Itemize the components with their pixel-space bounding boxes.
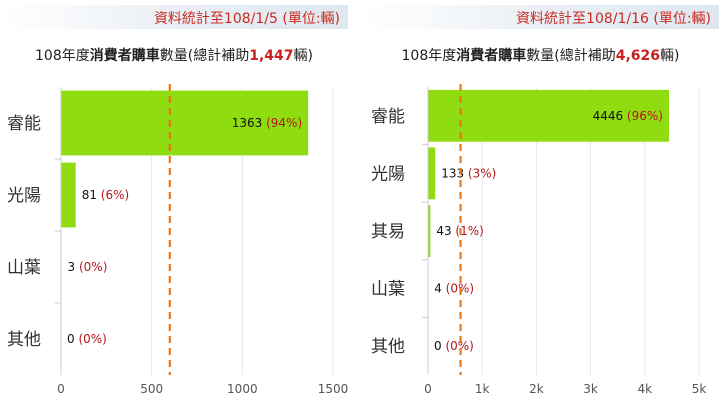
data-label: 81 (6%) (82, 188, 130, 202)
chart-panel-left: 資料統計至108/1/5 (單位:輛) 108年度消費者購車數量(總計補助1,4… (0, 0, 348, 410)
bar (61, 162, 76, 228)
bar (428, 205, 431, 257)
data-label: 0 (0%) (434, 339, 474, 353)
data-label-value: 0 (67, 332, 78, 346)
x-tick-label: 500 (140, 382, 163, 396)
title-total: 1,447 (249, 48, 294, 64)
category-label: 其他 (7, 330, 41, 350)
data-label: 4446 (96%) (593, 109, 663, 123)
data-label-percent: (94%) (266, 116, 302, 130)
data-label-percent: (0%) (79, 260, 107, 274)
bar-chart-left: 0 500 1000 1500 睿能 1363 (94%) 光陽 81 (6%) 山葉 3 (0%… (7, 84, 348, 396)
data-label: 1363 (94%) (232, 116, 302, 130)
chart-title: 108年度消費者購車數量(總計補助4,626輛) (362, 45, 719, 65)
title-prefix: 108年度 (35, 48, 90, 64)
bar-chart-right: 0 1k 2k 3k 4k 5k 睿能 4446 (96%) 光陽 133 (3%) 其易 43 (1… (371, 84, 707, 396)
data-label-percent: (0%) (445, 339, 473, 353)
x-tick-label: 4k (638, 382, 653, 396)
data-label: 43 (1%) (436, 224, 484, 238)
x-tick-label: 1k (475, 382, 490, 396)
data-label-value: 4446 (593, 109, 627, 123)
title-total: 4,626 (615, 48, 661, 64)
title-suffix: 輛) (660, 48, 680, 64)
data-label-percent: (3%) (468, 166, 496, 180)
date-banner: 資料統計至108/1/16 (單位:輛) (362, 5, 719, 29)
x-tick-label: 0 (57, 382, 65, 396)
data-label-value: 0 (434, 339, 445, 353)
title-mid: 數量(總計補助 (159, 48, 250, 64)
category-label: 睿能 (371, 107, 405, 127)
chart-panel-right: 資料統計至108/1/16 (單位:輛) 108年度消費者購車數量(總計補助4,… (362, 0, 719, 410)
title-prefix: 108年度 (401, 48, 457, 64)
data-label-percent: (6%) (101, 188, 129, 202)
data-label-value: 133 (441, 166, 468, 180)
category-label: 山葉 (7, 258, 41, 278)
category-label: 光陽 (7, 186, 41, 206)
category-label: 山葉 (371, 280, 405, 300)
data-label: 133 (3%) (441, 166, 496, 180)
bar (428, 147, 436, 200)
data-label-value: 4 (434, 282, 445, 296)
title-suffix: 輛) (293, 48, 313, 64)
data-label-value: 1363 (232, 116, 266, 130)
data-label-percent: (0%) (78, 332, 106, 346)
data-label-value: 43 (436, 224, 455, 238)
data-label-percent: (96%) (627, 109, 663, 123)
x-tick-label: 2k (529, 382, 544, 396)
x-tick-label: 3k (583, 382, 598, 396)
category-label: 睿能 (7, 114, 41, 134)
date-banner-text: 資料統計至108/1/16 (單位:輛) (516, 11, 711, 27)
data-label: 4 (0%) (434, 282, 474, 296)
bar (428, 89, 669, 142)
category-label: 其易 (371, 222, 405, 242)
category-label: 其他 (371, 337, 405, 357)
title-mid: 數量(總計補助 (526, 48, 616, 64)
x-tick-label: 5k (692, 382, 707, 396)
x-tick-label: 1500 (318, 382, 348, 396)
category-label: 光陽 (371, 164, 405, 184)
data-label: 3 (0%) (68, 260, 108, 274)
chart-title: 108年度消費者購車數量(總計補助1,447輛) (0, 45, 348, 65)
title-bold: 消費者購車 (456, 48, 527, 64)
x-tick-label: 0 (424, 382, 432, 396)
date-banner: 資料統計至108/1/5 (單位:輛) (0, 5, 348, 29)
x-tick-label: 1000 (227, 382, 258, 396)
data-label: 0 (0%) (67, 332, 107, 346)
data-label-value: 81 (82, 188, 101, 202)
data-label-value: 3 (68, 260, 79, 274)
data-label-percent: (1%) (455, 224, 483, 238)
bar (61, 90, 309, 156)
date-banner-text: 資料統計至108/1/5 (單位:輛) (153, 11, 340, 27)
title-bold: 消費者購車 (89, 48, 160, 64)
